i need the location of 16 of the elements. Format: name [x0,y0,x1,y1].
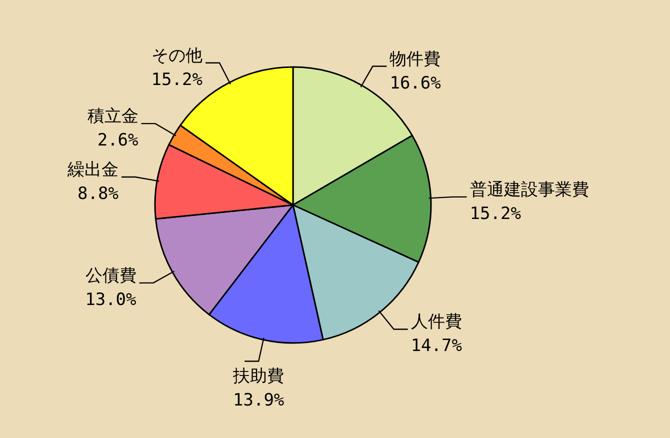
slice-label: 人件費 [410,312,462,332]
data-label: 14.7% [410,336,462,356]
slice-label: 扶助費 [232,366,284,386]
data-label: 15.2% [151,70,202,90]
slice-label: その他 [151,46,202,66]
data-label: 15.2% [470,204,521,224]
data-label: 16.6% [390,73,441,94]
data-label: 13.0% [85,290,136,310]
slice-label: 積立金 [87,106,138,127]
data-label: 2.6% [97,130,138,151]
slice-label: 普通建設事業費 [470,180,589,200]
slice-label: 物件費 [390,49,441,70]
data-label: 8.8% [78,184,118,204]
slice-label: 繰出金 [66,160,118,180]
data-label: 13.9% [232,390,284,410]
slice-label: 公債費 [85,266,136,286]
